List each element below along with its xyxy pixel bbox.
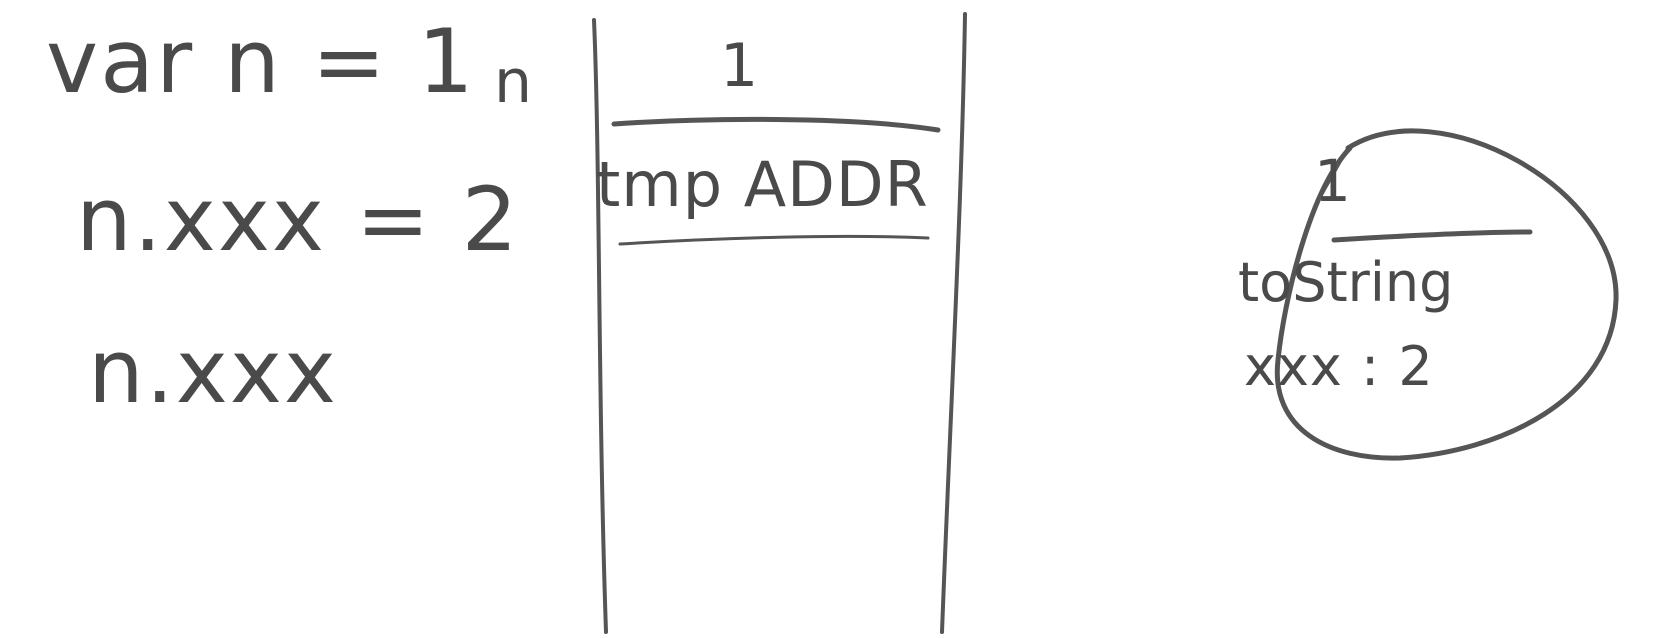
stack-right-wall [940, 12, 967, 634]
heap-divider [1331, 229, 1533, 243]
heap-object-tail [1320, 146, 1350, 196]
stack-variable-label: n [494, 47, 533, 117]
heap-object-value: 1 [1314, 147, 1351, 215]
heap-object-outline [1274, 128, 1619, 461]
code-line-declaration: var n = 1 [46, 10, 476, 113]
code-line-access: n.xxx [88, 320, 338, 423]
stack-primitive-value: 1 [720, 31, 759, 101]
stack-divider-top [611, 116, 941, 133]
heap-object-property: xxx : 2 [1244, 335, 1434, 398]
heap-object-method: toString [1238, 251, 1454, 314]
stack-left-wall [592, 18, 608, 634]
code-line-assignment: n.xxx = 2 [76, 168, 520, 271]
stack-temp-address-entry: tmp ADDR [596, 148, 929, 221]
stack-divider-bottom [618, 234, 930, 246]
